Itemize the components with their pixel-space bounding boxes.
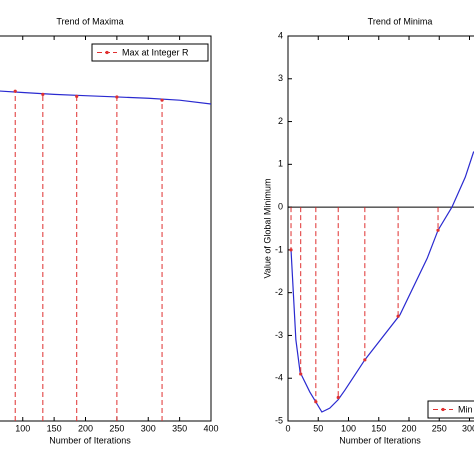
y-tick-label: -4 [275,373,283,383]
marker [115,95,119,99]
marker [41,92,45,96]
legend-label: Max at Integer R [122,47,189,57]
marker [299,372,303,376]
x-axis-label: Number of Iterations [339,435,421,445]
y-tick-label: 3 [278,73,283,83]
curve [0,90,211,105]
x-tick-label: 150 [371,423,386,433]
x-tick-label: 250 [432,423,447,433]
x-tick-label: 100 [15,423,30,433]
y-tick-label: 4 [278,30,283,40]
marker [13,89,17,93]
plot-area [0,89,211,421]
x-tick-label: 0 [285,423,290,433]
legend-marker [105,50,109,55]
x-tick-label: 350 [172,423,187,433]
x-tick-label: 150 [47,423,62,433]
legend-marker [441,407,445,412]
x-axis-label: Number of Iterations [49,435,131,445]
y-tick-label: -1 [275,244,283,254]
y-tick-label: 2 [278,116,283,126]
y-tick-label: 1 [278,159,283,169]
curve [290,151,474,413]
marker [160,98,164,102]
marker [314,400,318,404]
x-tick-label: 300 [462,423,474,433]
y-tick-label: -3 [275,330,283,340]
x-tick-label: 300 [141,423,156,433]
y-tick-label: -2 [275,287,283,297]
x-tick-label: 400 [203,423,218,433]
x-tick-label: 250 [109,423,124,433]
y-axis-label: Value of Global Minimum [262,179,272,279]
chart-title: Trend of Maxima [56,16,123,26]
x-tick-label: 50 [313,423,323,433]
chart-title: Trend of Minima [368,16,433,26]
plot-frame [0,35,212,422]
x-tick-label: 200 [78,423,93,433]
marker [75,94,79,98]
x-tick-label: 100 [341,423,356,433]
x-tick-label: 200 [401,423,416,433]
legend-label: Min at Integer R [458,404,474,414]
marker [436,228,440,232]
y-tick-label: 0 [278,201,283,211]
marker [363,358,367,362]
marker [336,395,340,400]
legend-box [91,43,209,62]
marker [289,248,293,252]
marker [396,314,400,318]
y-tick-label: -5 [275,415,283,425]
plot-area [288,151,474,413]
